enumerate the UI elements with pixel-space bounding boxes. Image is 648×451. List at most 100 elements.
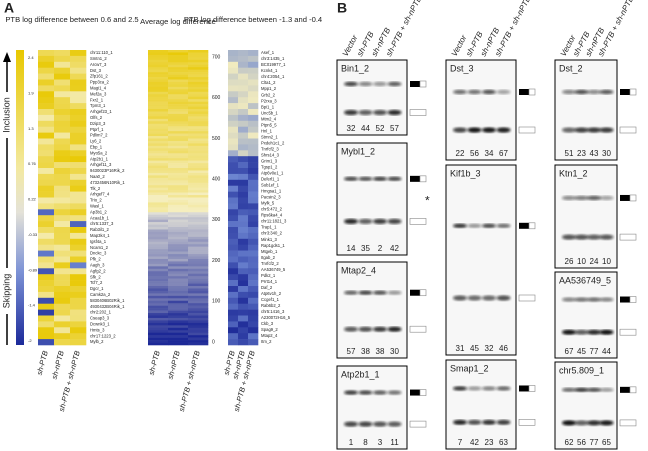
heatmap-cell [38,138,55,145]
heatmap-cell [228,291,239,299]
gel-label: Bin1_2 [341,63,369,73]
heatmap-cell [38,274,55,281]
gene-label: Clta1_2 [261,80,276,85]
gene-label: Mtgeb_1 [261,249,278,254]
band [373,81,387,87]
heatmap-cell [148,52,169,56]
heatmap-cell [168,62,189,66]
gene-label: Arhgef11_3 [90,162,112,167]
heatmap-cell [168,271,189,275]
heatmap-cell [70,144,87,151]
heatmap-cell [54,315,71,322]
heatmap-cell [168,126,189,129]
band [387,81,402,87]
heatmap-cell [248,197,259,204]
heatmap-cell [148,293,169,297]
heatmap-cell [188,340,209,343]
heatmap-cell [188,89,209,93]
heatmap-cell [38,315,55,322]
heatmap-cell [148,143,169,147]
exon [519,385,524,392]
band [344,218,358,224]
label-bg [339,146,378,156]
heatmap-cell [188,180,209,184]
heatmap-cell [248,179,259,186]
heatmap-cell [188,239,209,243]
quantification: 11 [390,438,399,447]
quantification: 43 [590,149,599,158]
heatmap-cell [238,203,249,210]
heatmap-cell [188,227,209,230]
heatmap-cell [70,156,87,163]
heatmap-cell [54,50,71,57]
heatmap-cell [228,280,239,287]
heatmap-cell [248,303,259,310]
band [387,390,402,395]
gel [336,142,408,256]
heatmap-cell [148,251,169,255]
heatmap-cell [248,132,259,139]
heatmap-cell [168,50,189,53]
band [387,176,402,182]
heatmap-cell [168,217,189,220]
gel-label: Kif1b_3 [450,168,481,178]
heatmap-cell [248,73,259,80]
heatmap-cell [168,79,189,83]
heatmap-cell [148,231,169,235]
heatmap-cell [38,144,55,151]
heatmap-cell [168,118,189,122]
heatmap-cell [148,305,169,309]
heatmap-cell [238,238,249,245]
heatmap-cell [148,261,169,265]
heatmap-cell [148,91,169,95]
heatmap-cell [54,291,71,299]
heatmap-cell [188,337,209,341]
heatmap-cell [70,209,87,216]
gene-label: Sub1ef_1 [261,183,280,188]
band [496,89,511,95]
heatmap-cell [148,278,169,282]
heatmap-cell [168,101,189,105]
gene-label: Sfk_2 [90,274,101,279]
heatmap-cell [228,156,239,163]
heatmap-cell [188,128,209,132]
heatmap-cell [168,109,189,112]
gene-label: 9430023P16Rik_2 [90,168,125,173]
band [453,127,467,133]
heatmap-cell [188,185,209,188]
heatmap-cell [238,91,249,98]
exon [409,218,427,225]
heatmap-cell [70,79,87,86]
band [574,195,589,201]
heatmap-cell [70,91,87,98]
band [599,195,614,201]
gene-label: Mef2a_3 [90,91,107,96]
heatmap-cell [38,103,55,110]
heatmap-cell [238,79,249,86]
heatmap-cell [188,113,209,117]
heatmap-cell [168,249,189,252]
heatmap-cell [238,103,249,110]
heatmap-cell [168,195,189,198]
heatmap-cell [148,64,169,68]
heatmap-cell [228,67,239,74]
heatmap-cell [70,103,87,110]
band [574,329,589,335]
heatmap-cell [168,251,189,255]
heatmap-cell [188,315,209,319]
heatmap-cell [188,224,209,228]
quantification: 23 [577,149,586,158]
heatmap-cell [248,50,259,57]
heatmap-cell [148,136,169,139]
heatmap-cell [38,303,55,310]
band [562,387,576,393]
heatmap-cell [70,126,87,133]
gene-label: chr5:1337_3 [90,221,114,226]
heatmap-cell [168,241,189,245]
heatmap-cell [238,162,249,169]
gene-label: Ebp_1 [90,144,103,149]
y-tick-label: 700 [212,54,221,60]
heatmap-cell [54,256,71,263]
heatmap-cell [248,55,259,63]
heatmap-cell [54,103,71,110]
